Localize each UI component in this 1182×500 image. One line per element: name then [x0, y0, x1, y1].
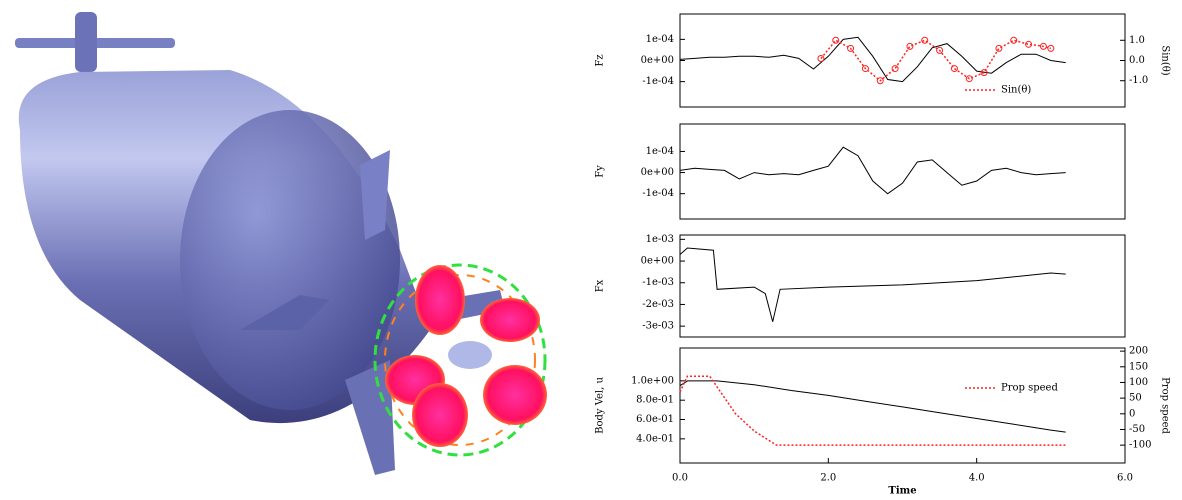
y-tick-label: 8.0e-01: [636, 395, 674, 406]
y2-tick-label: 50: [1129, 393, 1142, 404]
y2-axis-label: Sin(θ): [1160, 45, 1171, 75]
x-tick-label: 4.0: [969, 473, 985, 484]
y-tick-label: 1.0e+00: [631, 375, 674, 386]
y-tick-label: -1e-04: [642, 76, 674, 87]
series-marker: [936, 46, 944, 54]
y2-tick-label: -50: [1129, 424, 1145, 435]
series-marker: [965, 75, 973, 83]
y2-tick-label: 0: [1129, 408, 1135, 419]
series-marker: [1025, 40, 1033, 48]
series-marker: [995, 44, 1003, 52]
y-tick-label: 1e-04: [646, 34, 674, 45]
y-axis-label: Body Vel, u: [595, 377, 606, 434]
series-line: [679, 375, 1066, 446]
x-tick-label: 0.0: [672, 473, 688, 484]
series-marker: [980, 69, 988, 77]
y-tick-label: 4.0e-01: [636, 433, 674, 444]
y2-tick-label: 150: [1129, 361, 1148, 372]
series-marker: [847, 44, 855, 52]
plot-frame: [679, 123, 1126, 220]
series-line: [820, 39, 1052, 82]
y2-tick-label: 1.0: [1129, 35, 1145, 46]
y2-tick-label: 200: [1129, 346, 1148, 357]
series-line: [679, 36, 1066, 83]
series-marker: [906, 42, 914, 50]
series-marker: [861, 65, 869, 73]
y-tick-label: 0e+00: [641, 167, 674, 178]
series-marker: [891, 65, 899, 73]
y-tick-label: -1e-03: [642, 277, 674, 288]
y-tick-label: 0e+00: [641, 256, 674, 267]
y-tick-label: 1e-04: [646, 146, 674, 157]
series-marker: [1047, 44, 1055, 52]
y-tick-label: 6.0e-01: [636, 414, 674, 425]
y2-tick-label: -100: [1129, 440, 1151, 451]
y2-tick-label: 0.0: [1129, 55, 1145, 66]
y-tick-label: -2e-03: [642, 299, 674, 310]
y2-tick-label: 100: [1129, 377, 1148, 388]
y2-tick-label: -1.0: [1129, 75, 1148, 86]
series-marker: [1039, 42, 1047, 50]
series-marker: [876, 77, 884, 85]
series-marker: [832, 36, 840, 44]
series-marker: [1010, 36, 1018, 44]
y-axis-label: Fx: [595, 279, 606, 292]
x-tick-label: 6.0: [1117, 473, 1133, 484]
legend-label: Prop speed: [1001, 383, 1058, 394]
legend-label: Sin(θ): [1001, 85, 1031, 96]
series-marker: [817, 54, 825, 62]
x-tick-label: 2.0: [820, 473, 836, 484]
y-axis-label: Fz: [595, 54, 606, 66]
plot-frame: [679, 234, 1126, 338]
plot-frame: [679, 13, 1126, 108]
series-line: [679, 146, 1066, 195]
y-tick-label: -1e-04: [642, 188, 674, 199]
series-marker: [950, 65, 958, 73]
y-tick-label: -3e-03: [642, 321, 674, 332]
y2-axis-label: Prop speed: [1160, 377, 1171, 434]
series-line: [679, 247, 1066, 322]
series-line: [679, 380, 1066, 433]
plot-frame: [679, 347, 1126, 464]
series-marker: [921, 36, 929, 44]
y-tick-label: 1e-03: [646, 234, 674, 245]
y-tick-label: 0e+00: [641, 55, 674, 66]
submarine-render: [15, 12, 547, 475]
y-axis-label: Fy: [595, 165, 606, 178]
x-axis-label: Time: [888, 486, 916, 497]
